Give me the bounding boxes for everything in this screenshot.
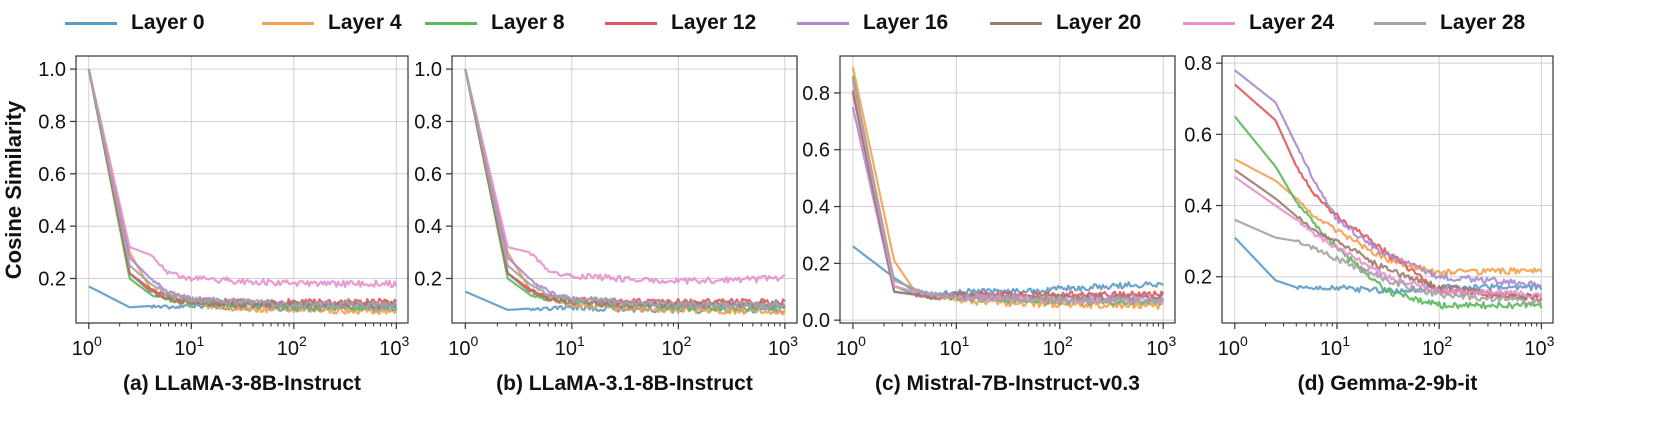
x-tick-label: 101 (555, 333, 585, 360)
series-line (851, 67, 1164, 311)
series-line (851, 106, 1165, 302)
legend-item: Layer 0 (65, 8, 205, 38)
legend-label: Layer 24 (1249, 11, 1335, 34)
legend-item: Layer 4 (262, 8, 402, 38)
y-tick-label: 0.6 (414, 164, 442, 186)
series-line (464, 68, 786, 312)
x-tick-label: 103 (379, 333, 409, 360)
series-line (1234, 83, 1543, 303)
axes-frame (839, 55, 1176, 324)
legend-swatch (425, 21, 477, 25)
y-tick-label: 0.8 (38, 111, 66, 133)
axes-frame (1221, 55, 1554, 324)
series-line (1234, 176, 1543, 299)
legend-swatch (990, 21, 1042, 25)
x-tick-label: 100 (836, 333, 866, 360)
legend-label: Layer 8 (491, 11, 565, 34)
legend-swatch (262, 21, 314, 25)
x-tick-label: 102 (661, 333, 691, 360)
y-tick-label: 0.8 (1184, 53, 1212, 75)
series-line (1234, 158, 1543, 277)
series-line (851, 75, 1164, 306)
series-line (464, 68, 786, 309)
legend-label: Layer 16 (863, 11, 949, 34)
axes-frame (75, 55, 409, 324)
chart-panel: 100 101 102 103 0.0 0.2 0.4 0.6 0.8 (c) Mistral-7… (802, 55, 1176, 395)
series-line (87, 68, 398, 309)
legend-swatch (797, 21, 849, 25)
y-tick-label: 0.0 (802, 310, 830, 332)
series-line (87, 68, 397, 312)
series-line (851, 81, 1165, 305)
legend-label: Layer 28 (1440, 11, 1526, 34)
y-tick-label: 0.4 (414, 216, 442, 238)
series-line (1234, 69, 1542, 288)
series-line (1234, 236, 1543, 295)
chart-panel: 100 101 102 103 0.2 0.4 0.6 0.8 1.0 (b) LLaMA-3.1… (414, 55, 798, 395)
x-tick-label: 102 (1043, 333, 1073, 360)
x-tick-label: 100 (448, 333, 478, 360)
y-axis-label: Cosine Similarity (1, 100, 26, 279)
series-line (464, 68, 786, 285)
legend-label: Layer 12 (671, 11, 757, 34)
series-line (851, 78, 1165, 305)
legend-swatch (1374, 21, 1426, 25)
y-tick-label: 0.4 (38, 216, 66, 238)
legend-item: Layer 24 (1183, 8, 1334, 38)
y-tick-label: 0.6 (802, 140, 830, 162)
y-tick-label: 0.6 (1184, 124, 1212, 146)
x-tick-label: 100 (1218, 333, 1248, 360)
legend-swatch (65, 21, 117, 25)
series-line (851, 89, 1164, 302)
x-tick-label: 103 (768, 333, 798, 360)
x-tick-label: 100 (72, 333, 102, 360)
y-tick-label: 1.0 (38, 59, 66, 81)
y-tick-label: 0.4 (1184, 196, 1212, 218)
legend-item: Layer 16 (797, 8, 948, 38)
legend-label: Layer 0 (131, 11, 205, 34)
legend-swatch (1183, 21, 1235, 25)
y-tick-label: 0.2 (802, 253, 830, 275)
legend-label: Layer 20 (1056, 11, 1142, 34)
legend-item: Layer 12 (605, 8, 756, 38)
series-line (1234, 218, 1543, 306)
y-tick-label: 0.2 (1184, 267, 1212, 289)
legend-item: Layer 20 (990, 8, 1141, 38)
series-line (1233, 115, 1543, 310)
y-tick-label: 0.4 (802, 197, 830, 219)
x-tick-label: 103 (1524, 333, 1554, 360)
chart-panel: 100 101 102 103 0.2 0.4 0.6 0.8 1.0 (a) LLaMA-3-8… (38, 55, 410, 395)
y-tick-label: 1.0 (414, 59, 442, 81)
panel-caption: (a) LLaMA-3-8B-Instruct (123, 372, 361, 395)
panel-caption: (b) LLaMA-3.1-8B-Instruct (496, 372, 753, 395)
panel-caption: (d) Gemma-2-9b-it (1298, 372, 1478, 395)
legend: Layer 0 Layer 4 Layer 8 Layer 12 Layer 16 Lay… (0, 0, 1661, 46)
x-tick-label: 101 (174, 333, 204, 360)
legend-label: Layer 4 (328, 11, 402, 34)
axes-frame (451, 55, 798, 324)
legend-item: Layer 8 (425, 8, 565, 38)
chart-panel: 100 101 102 103 0.2 0.4 0.6 0.8 (d) Gemma-2-9b-i… (1184, 53, 1554, 395)
series-line (87, 68, 397, 309)
panel-caption: (c) Mistral-7B-Instruct-v0.3 (875, 372, 1140, 395)
y-tick-label: 0.2 (38, 269, 66, 291)
y-tick-label: 0.2 (414, 269, 442, 291)
x-tick-label: 101 (1320, 333, 1350, 360)
x-tick-label: 103 (1146, 333, 1176, 360)
x-tick-label: 102 (1422, 333, 1452, 360)
x-tick-label: 101 (939, 333, 969, 360)
y-tick-label: 0.8 (414, 111, 442, 133)
legend-item: Layer 28 (1374, 8, 1525, 38)
series-line (464, 68, 786, 309)
y-tick-label: 0.8 (802, 83, 830, 105)
series-line (87, 68, 398, 316)
y-tick-label: 0.6 (38, 164, 66, 186)
series-line (464, 68, 786, 309)
legend-swatch (605, 21, 657, 25)
series-line (1234, 169, 1542, 301)
series-line (87, 68, 397, 309)
series-line (87, 68, 398, 288)
x-tick-label: 102 (277, 333, 307, 360)
